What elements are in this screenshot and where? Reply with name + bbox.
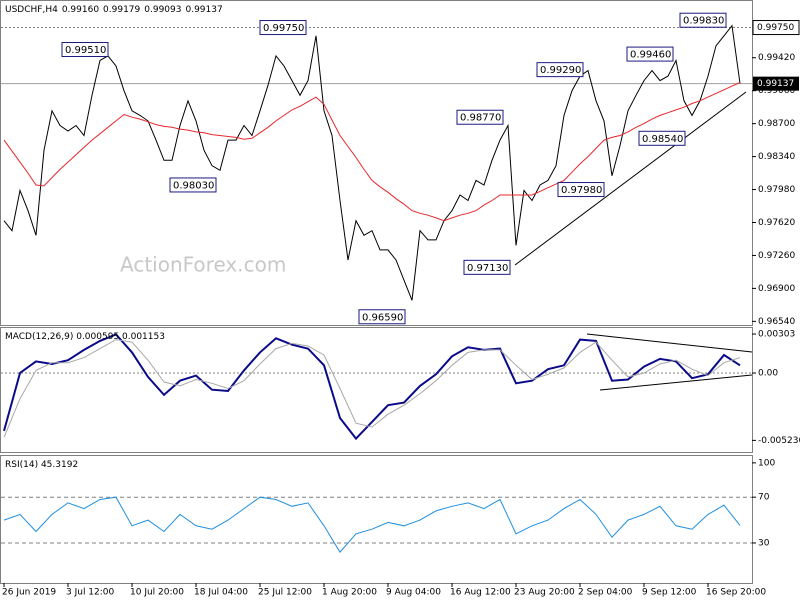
- macd-panel: [0, 327, 753, 453]
- price-annotation-label: 0.96590: [362, 312, 403, 323]
- price-annotation-label: 0.99510: [65, 45, 106, 56]
- ohlc-value: 0.99179: [103, 5, 140, 15]
- x-tick-label: 16 Sep 20:00: [706, 588, 766, 598]
- price-annotation-label: 0.98030: [173, 180, 214, 191]
- x-tick-label: 9 Sep 12:00: [642, 588, 697, 598]
- price-annotation-label: 0.98770: [460, 113, 501, 124]
- x-tick-label: 16 Aug 12:00: [450, 588, 511, 598]
- x-tick-label: 26 Jun 2019: [2, 588, 56, 598]
- y-tick-label: 0.96540: [758, 317, 795, 327]
- price-annotation: [259, 20, 307, 36]
- y-tick-label: -0.005236: [758, 436, 800, 446]
- price-annotation-label: 0.97130: [467, 263, 508, 274]
- ohlc-value: 0.99160: [62, 5, 99, 15]
- price-annotation: [626, 46, 674, 62]
- title-text: USDCHF,H4: [5, 5, 58, 15]
- panel-title: USDCHF,H4 0.99160 0.99179 0.99093 0.99137: [5, 5, 223, 15]
- rsi-panel: [0, 455, 753, 584]
- title-text: MACD(12,26,9) 0.000595 0.001153: [5, 332, 165, 342]
- title-text: RSI(14) 45.3192: [5, 460, 78, 470]
- series-line: [3, 339, 741, 438]
- y-tick-label: 30: [758, 538, 770, 548]
- price-annotation: [536, 62, 584, 78]
- x-tick-label: 2 Sep 04:00: [578, 588, 633, 598]
- y-tick-label: 100: [758, 458, 775, 468]
- series-line: [3, 333, 741, 441]
- price-annotation-label: 0.97980: [561, 185, 602, 196]
- y-tick-label: 0.00: [758, 369, 778, 379]
- price-annotation: [169, 177, 217, 193]
- price-annotation: [679, 12, 727, 28]
- ohlc-value: 0.99137: [185, 5, 222, 15]
- trendline: [514, 91, 747, 266]
- trendline: [599, 374, 753, 391]
- y-tick-label: 0.00303: [758, 330, 795, 340]
- x-tick-label: 9 Aug 04:00: [386, 588, 441, 598]
- panel-title: MACD(12,26,9) 0.000595 0.001153: [5, 332, 165, 342]
- price-annotation-label: 0.99290: [540, 65, 581, 76]
- price-annotation-label: 0.98540: [642, 134, 683, 145]
- x-tick-label: 1 Aug 20:00: [322, 588, 377, 598]
- y-tick-label: 0.98340: [758, 152, 795, 162]
- y-tick-label: 0.99060: [758, 86, 795, 96]
- series-line: [3, 82, 741, 222]
- level-label: 0.99750: [757, 23, 794, 33]
- x-tick-label: 18 Jul 04:00: [194, 588, 248, 598]
- x-tick-label: 25 Jul 12:00: [258, 588, 312, 598]
- panel-title: RSI(14) 45.3192: [5, 460, 78, 470]
- level-label-box: [752, 20, 800, 36]
- y-tick-label: 0.98700: [758, 119, 795, 129]
- series-line: [3, 496, 741, 553]
- y-tick-label: 0.97980: [758, 185, 795, 195]
- last-price-label: 0.99137: [757, 79, 794, 89]
- price-annotation: [463, 259, 511, 275]
- price-annotation-label: 0.99460: [630, 50, 671, 61]
- ohlc-value: 0.99093: [144, 5, 181, 15]
- price-panel: [0, 0, 753, 326]
- series-line: [3, 24, 741, 301]
- x-tick-label: 23 Aug 20:00: [514, 588, 575, 598]
- x-tick-label: 10 Jul 20:00: [130, 588, 184, 598]
- y-tick-label: 0.97260: [758, 251, 795, 261]
- price-annotation: [358, 309, 406, 325]
- y-tick-label: 70: [758, 493, 770, 503]
- y-tick-label: 0.99420: [758, 53, 795, 63]
- price-annotation: [638, 130, 686, 146]
- y-tick-label: 0.97620: [758, 218, 795, 228]
- trendline: [586, 333, 753, 353]
- price-annotation-label: 0.99750: [263, 23, 304, 34]
- y-tick-label: 0.96900: [758, 284, 795, 294]
- price-annotation: [557, 182, 605, 198]
- price-annotation: [61, 42, 109, 58]
- watermark: ActionForex.com: [120, 253, 286, 277]
- price-annotation: [456, 109, 504, 125]
- x-tick-label: 3 Jul 12:00: [66, 588, 115, 598]
- price-annotation-label: 0.99830: [683, 16, 724, 27]
- last-price-box: [753, 76, 799, 91]
